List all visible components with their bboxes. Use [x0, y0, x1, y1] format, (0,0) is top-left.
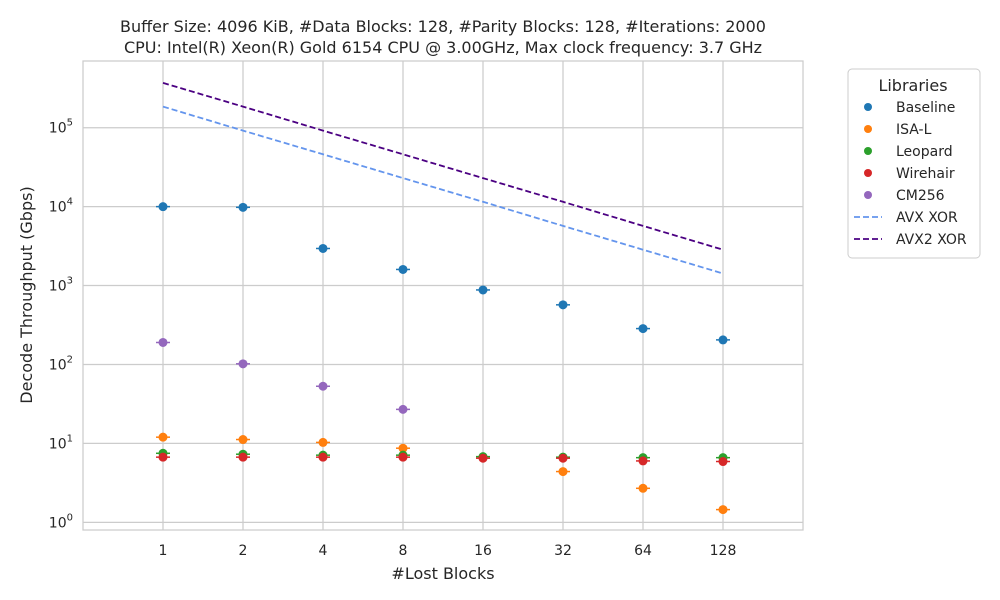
legend-item-baseline: Baseline	[864, 100, 955, 116]
legend-frame	[847, 68, 981, 259]
y-axis-ticks: 100 101 102 103 104 105	[49, 118, 73, 532]
series-wirehair	[156, 452, 730, 467]
x-tick-label: 2	[239, 543, 248, 559]
isa-l-point	[398, 443, 408, 453]
legend-label: Wirehair	[896, 166, 955, 182]
cm256-point	[398, 404, 408, 414]
legend-label: CM256	[896, 188, 945, 204]
legend-item-avx2-xor: AVX2 XOR	[854, 232, 967, 248]
series-avx2-xor	[162, 82, 724, 251]
legend-items: Baseline ISA-L Leopard Wirehair CM256 AVX XOR…	[854, 100, 967, 248]
y-tick-label: 100	[49, 512, 73, 531]
cm256-point	[158, 337, 168, 347]
legend-label: Baseline	[896, 100, 955, 116]
y-tick-label: 105	[49, 118, 73, 137]
wirehair-point	[478, 453, 488, 463]
grid	[83, 61, 803, 530]
series-cm256	[156, 337, 410, 414]
legend-label: AVX2 XOR	[896, 232, 967, 248]
legend-swatch	[864, 103, 872, 111]
isa-l-point	[718, 505, 728, 515]
wirehair-point	[398, 452, 408, 462]
chart-title-line-1: Buffer Size: 4096 KiB, #Data Blocks: 128…	[120, 17, 766, 36]
x-tick-label: 16	[474, 543, 492, 559]
baseline-point	[318, 243, 328, 253]
wirehair-point	[558, 453, 568, 463]
legend-swatch	[864, 169, 872, 177]
baseline-point	[638, 324, 648, 334]
cm256-point	[318, 381, 328, 391]
series-avx-xor	[162, 105, 724, 275]
isa-l-point	[158, 432, 168, 442]
isa-l-point	[318, 437, 328, 447]
y-axis-label: Decode Throughput (Gbps)	[17, 186, 36, 403]
legend-item-wirehair: Wirehair	[864, 166, 955, 182]
legend-swatch	[864, 191, 872, 199]
baseline-point	[158, 202, 168, 212]
baseline-point	[558, 300, 568, 310]
wirehair-point	[238, 452, 248, 462]
x-tick-label: 64	[634, 543, 652, 559]
series-baseline	[156, 202, 730, 345]
legend-title: Libraries	[878, 76, 947, 95]
series	[156, 82, 730, 515]
isa-l-point	[238, 435, 248, 445]
x-tick-label: 128	[710, 543, 737, 559]
chart-title-line-2: CPU: Intel(R) Xeon(R) Gold 6154 CPU @ 3.…	[124, 38, 762, 57]
legend: Libraries Baseline ISA-L Leopard Wirehair CM…	[847, 68, 981, 259]
avx2-xor-line	[162, 82, 724, 251]
x-axis-label: #Lost Blocks	[391, 564, 494, 583]
wirehair-point	[158, 452, 168, 462]
baseline-point	[718, 335, 728, 345]
x-tick-label: 1	[159, 543, 168, 559]
wirehair-point	[718, 457, 728, 467]
legend-label: Leopard	[896, 144, 953, 160]
baseline-point	[478, 285, 488, 295]
legend-item-cm256: CM256	[864, 188, 945, 204]
wirehair-point	[318, 452, 328, 462]
isa-l-point	[558, 467, 568, 477]
legend-label: ISA-L	[896, 122, 932, 138]
isa-l-point	[638, 483, 648, 493]
plot-frame	[82, 60, 804, 531]
series-isa-l	[156, 432, 730, 515]
legend-item-leopard: Leopard	[864, 144, 953, 160]
x-tick-label: 32	[554, 543, 572, 559]
legend-item-avx-xor: AVX XOR	[854, 210, 958, 226]
x-tick-label: 8	[399, 543, 408, 559]
legend-swatch	[864, 125, 872, 133]
legend-swatch	[864, 147, 872, 155]
x-tick-label: 4	[319, 543, 328, 559]
y-tick-label: 104	[49, 197, 73, 216]
wirehair-point	[638, 456, 648, 466]
legend-label: AVX XOR	[896, 210, 958, 226]
x-axis-ticks: 1 2 4 8 16 32 64 128	[159, 543, 737, 559]
avx-xor-line	[162, 105, 724, 275]
baseline-point	[238, 202, 248, 212]
cm256-point	[238, 359, 248, 369]
baseline-point	[398, 264, 408, 274]
y-tick-label: 102	[49, 354, 73, 373]
y-tick-label: 103	[49, 276, 73, 295]
legend-item-isa-l: ISA-L	[864, 122, 932, 138]
y-tick-label: 101	[49, 433, 73, 452]
